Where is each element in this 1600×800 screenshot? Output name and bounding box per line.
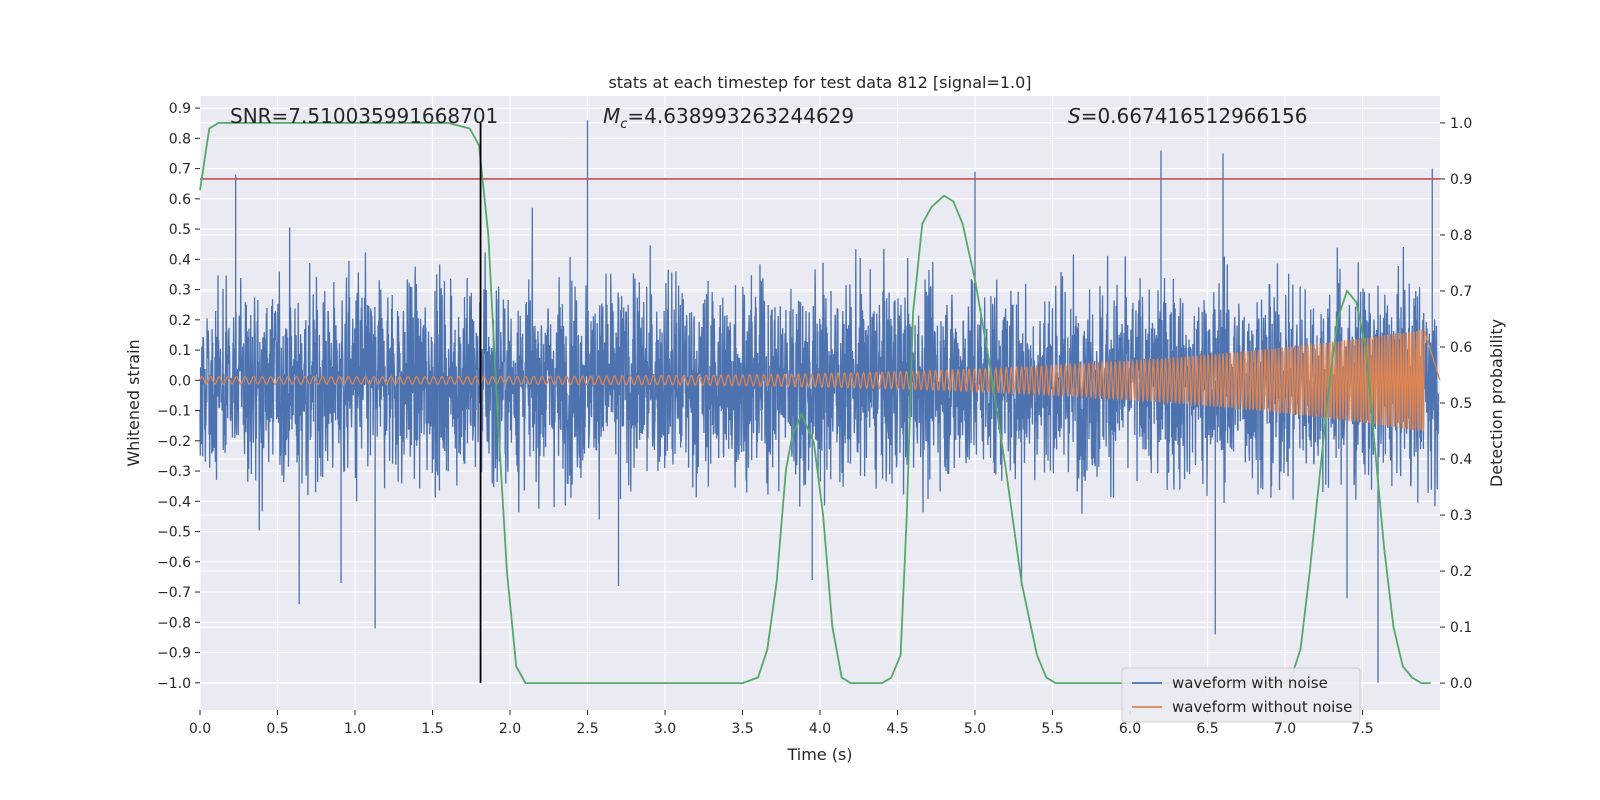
x-tick-label: 2.0 (499, 721, 521, 737)
legend-label-clean: waveform without noise (1172, 698, 1352, 716)
x-tick-label: 6.5 (1196, 721, 1218, 737)
legend-box (1121, 667, 1361, 723)
x-tick-label: 0.0 (189, 721, 211, 737)
y-tick-label: 0.8 (169, 131, 191, 147)
y2-tick-label: 0.6 (1450, 340, 1472, 356)
s-annotation: S=0.667416512966156 (1068, 104, 1307, 128)
y-tick-label: 0.3 (169, 283, 191, 299)
x-tick-label: 3.5 (731, 721, 753, 737)
x-tick-label: 5.0 (964, 721, 986, 737)
probability-line (199, 121, 1431, 685)
x-tick-label: 4.0 (809, 721, 831, 737)
y-tick-label: −0.4 (157, 494, 191, 510)
y-tick-label: −1.0 (157, 676, 191, 692)
y-tick-label: 0.6 (169, 192, 191, 208)
s-symbol: S (1068, 104, 1081, 128)
chirp-series (199, 329, 1441, 432)
y2-tick-label: 0.3 (1450, 508, 1472, 524)
x-tick-label: 5.5 (1041, 721, 1063, 737)
x-tick-label: 0.5 (266, 721, 288, 737)
y2-tick-label: 0.2 (1450, 564, 1472, 580)
y-tick-label: −0.2 (157, 434, 191, 450)
x-tick-label: 7.5 (1351, 721, 1373, 737)
x-tick-label: 4.5 (886, 721, 908, 737)
y-tick-label: −0.8 (157, 615, 191, 631)
x-tick-label: 1.0 (344, 721, 366, 737)
y-tick-label: 0.9 (169, 101, 191, 117)
y2-tick-label: 0.1 (1450, 620, 1472, 636)
y-tick-label: 0.7 (169, 162, 191, 178)
mc-annotation: Mc=4.638993263244629 (603, 104, 854, 132)
snr-annotation: SNR=7.510035991668701 (230, 104, 498, 128)
x-tick-label: 2.5 (576, 721, 598, 737)
y-tick-label: −0.1 (157, 404, 191, 420)
mc-symbol: M (603, 104, 620, 128)
y-axis-label: Whitened strain (124, 339, 143, 466)
y2-tick-label: 0.4 (1450, 452, 1472, 468)
mc-subscript: c (620, 117, 627, 132)
s-value: =0.667416512966156 (1081, 104, 1308, 128)
y-tick-label: −0.6 (157, 555, 191, 571)
y-tick-label: −0.9 (157, 646, 191, 662)
chirp-line (199, 329, 1441, 432)
y2-tick-label: 0.7 (1450, 284, 1472, 300)
y-tick-label: 0.5 (169, 222, 191, 238)
legend-label-noise: waveform with noise (1172, 674, 1328, 692)
y-tick-label: 0.1 (169, 343, 191, 359)
y2-tick-label: 0.5 (1450, 396, 1472, 412)
mc-value: =4.638993263244629 (627, 104, 854, 128)
x-tick-label: 1.5 (421, 721, 443, 737)
x-tick-label: 7.0 (1274, 721, 1296, 737)
y-tick-label: −0.5 (157, 525, 191, 541)
y2-tick-label: 0.9 (1450, 172, 1472, 188)
x-tick-label: 3.0 (654, 721, 676, 737)
probability-series (199, 121, 1431, 685)
chart-title: stats at each timestep for test data 812… (608, 73, 1031, 92)
y-tick-label: −0.7 (157, 585, 191, 601)
x-axis-label: Time (s) (786, 745, 852, 764)
legend: waveform with noise waveform without noi… (1121, 667, 1361, 723)
y-tick-label: 0.2 (169, 313, 191, 329)
y2-tick-label: 0.0 (1450, 676, 1472, 692)
y-tick-label: 0.4 (169, 252, 191, 268)
ticks: 0.0 0.5 1.0 1.5 2.0 2.5 3.0 3.5 4.0 4.5 5.0 5.5 6.0 6… (157, 101, 1472, 737)
x-tick-label: 6.0 (1119, 721, 1141, 737)
y2-tick-label: 0.8 (1450, 228, 1472, 244)
y2-tick-label: 1.0 (1450, 116, 1472, 132)
y2-axis-label: Detection probability (1487, 319, 1506, 487)
y-tick-label: 0.0 (169, 373, 191, 389)
y-tick-label: −0.3 (157, 464, 191, 480)
